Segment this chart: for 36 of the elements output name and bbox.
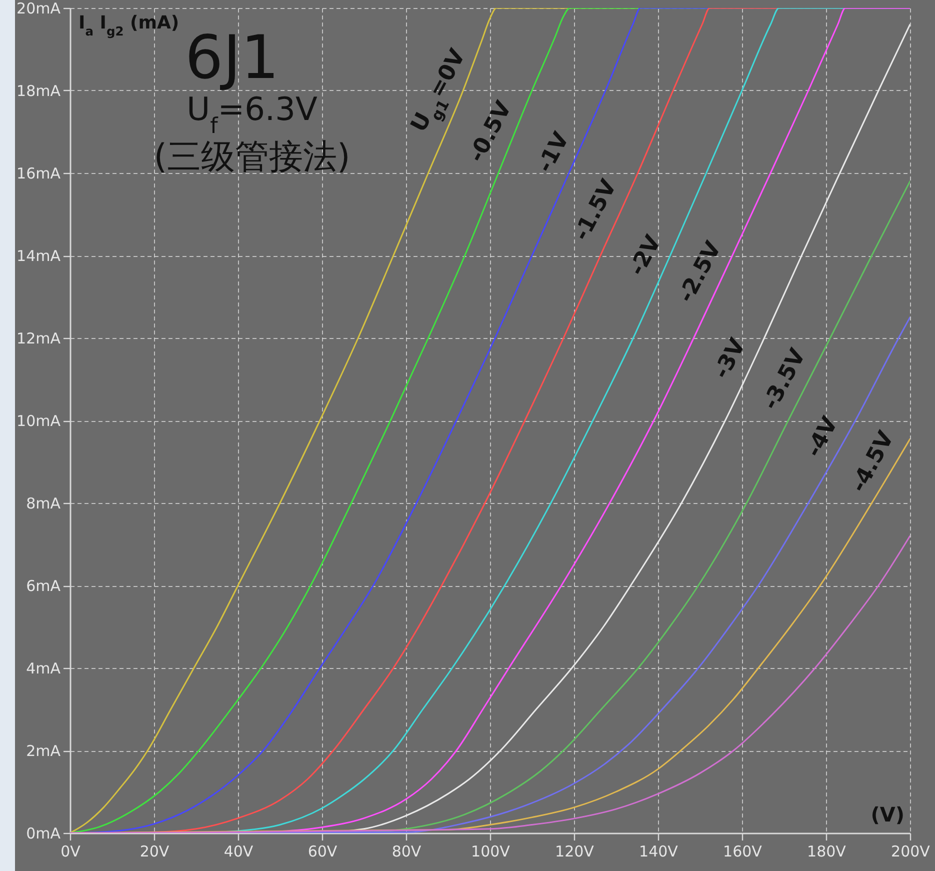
x-tick-label: 120V <box>555 842 595 860</box>
x-tick-label: 0V <box>60 842 82 860</box>
y-tick-label: 6mA <box>26 577 62 595</box>
annotation: -4.5V <box>846 427 900 497</box>
x-axis-title: (V) <box>870 802 904 826</box>
x-tick-label: 100V <box>471 842 511 860</box>
annotation: -3V <box>709 334 751 384</box>
annotation: -3.5V <box>758 344 811 414</box>
x-tick-label: 80V <box>392 842 422 860</box>
y-axis-title: I$_{a}$ I$_{g2}$ (mA) <box>78 12 180 38</box>
x-tick-label: 60V <box>308 842 338 860</box>
x-tick-label: 180V <box>807 842 847 860</box>
x-tick-label: 40V <box>224 842 254 860</box>
y-tick-label: 8mA <box>26 494 62 512</box>
annotation: (三级管接法) <box>154 137 350 177</box>
y-tick-label: 12mA <box>16 330 62 348</box>
x-tick-label: 200V <box>891 842 931 860</box>
annotation: -4V <box>802 413 844 462</box>
y-tick-label: 16mA <box>16 164 62 182</box>
annotation: -1.5V <box>569 176 622 245</box>
x-tick-label: 20V <box>140 842 170 860</box>
x-tick-label: 140V <box>639 842 679 860</box>
annotation: -2V <box>624 232 666 280</box>
annotation: -2.5V <box>674 238 727 307</box>
y-tick-label: 10mA <box>16 412 62 430</box>
y-tick-label: 14mA <box>16 247 62 265</box>
chart-title: 6J1 <box>184 23 280 93</box>
y-tick-label: 18mA <box>16 82 62 100</box>
annotation: -1V <box>532 128 574 177</box>
y-tick-label: 2mA <box>26 742 62 760</box>
x-tick-label: 160V <box>723 842 763 860</box>
y-tick-label: 0mA <box>26 824 62 842</box>
annotation: -0.5V <box>464 97 517 167</box>
annotation: U$_{f}$=6.3V <box>186 90 318 138</box>
y-tick-label: 20mA <box>16 0 62 18</box>
y-tick-label: 4mA <box>26 660 62 678</box>
